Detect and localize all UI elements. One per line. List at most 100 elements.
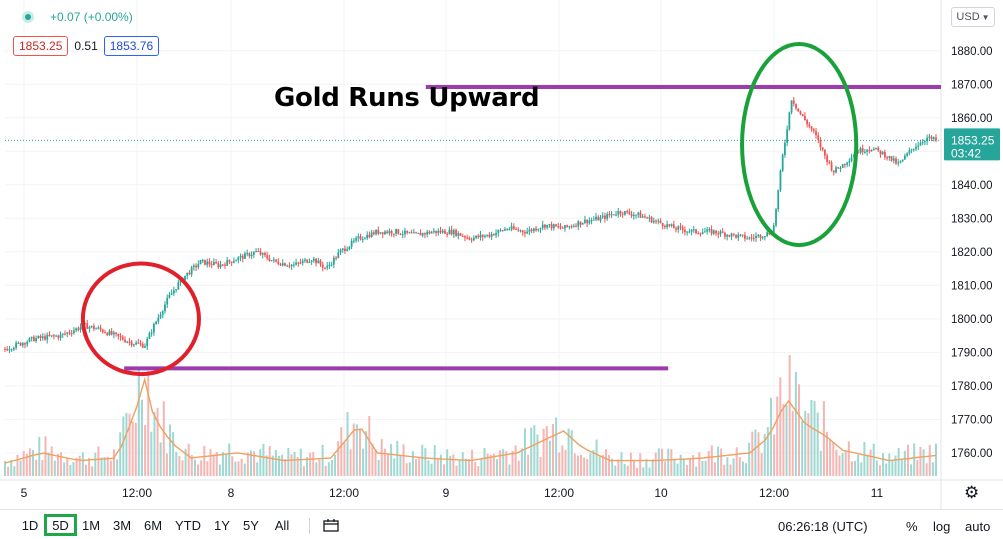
candle-body	[321, 264, 324, 268]
volume-bar	[611, 458, 614, 476]
candle-body	[230, 261, 233, 263]
range-all-button[interactable]: All	[274, 517, 290, 533]
candle-body	[195, 265, 197, 268]
candle-body	[250, 254, 253, 257]
annotation-circle-red[interactable]	[80, 261, 201, 377]
candle-body	[897, 162, 900, 164]
candle-body	[510, 226, 513, 230]
utc-clock[interactable]: 06:26:18 (UTC)	[778, 519, 868, 534]
candle-body	[488, 234, 491, 237]
candle-body	[799, 111, 802, 115]
volume-bar	[390, 444, 393, 476]
range-1m-button[interactable]: 1M	[81, 517, 101, 533]
candle-body	[806, 120, 809, 125]
volume-bar	[352, 423, 355, 476]
volume-bar	[374, 449, 377, 476]
candle-body	[859, 148, 862, 153]
volume-bar	[337, 441, 340, 476]
candle-body	[479, 234, 482, 238]
volume-bar	[443, 464, 446, 476]
volume-bar	[215, 452, 218, 476]
volume-bar	[838, 455, 841, 476]
volume-bar	[433, 445, 436, 476]
candle-body	[88, 326, 91, 329]
volume-bar	[533, 425, 536, 476]
volume-bar	[16, 454, 19, 476]
volume-bar	[203, 445, 206, 476]
range-5d-button[interactable]: 5D	[44, 514, 77, 536]
volume-bar	[794, 371, 797, 476]
volume-bar	[28, 448, 31, 476]
candle-body	[504, 229, 506, 231]
candle-body	[359, 236, 362, 240]
market-status-icon	[22, 11, 34, 23]
candle-body	[615, 214, 617, 216]
candle-body	[126, 341, 129, 343]
annotation-circle-green[interactable]	[740, 42, 859, 248]
volume-bar	[511, 450, 514, 476]
candle-body	[895, 158, 897, 164]
candle-body	[677, 226, 680, 230]
bar-countdown-label: 03:42	[951, 146, 981, 160]
volume-bar	[477, 466, 480, 476]
volume-bar	[355, 424, 358, 476]
price-chart[interactable]: 1760.00 1770.00 1780.00 1790.00 1800.00 1810.…	[0, 0, 1003, 509]
volume-bar	[181, 460, 184, 476]
candle-body	[559, 226, 562, 228]
candle-body	[572, 225, 575, 227]
volume-bar	[623, 463, 626, 476]
last-price-label: 1853.25	[951, 133, 995, 147]
candle-body	[686, 231, 689, 233]
candle-body	[675, 228, 677, 230]
ask-button[interactable]: 1853.76	[103, 36, 160, 56]
volume-bar	[841, 452, 844, 476]
candle-body	[868, 150, 871, 152]
volume-bar	[97, 446, 100, 476]
candle-body	[270, 260, 273, 262]
percent-scale-button[interactable]: %	[906, 519, 918, 534]
bid-button[interactable]: 1853.25	[13, 36, 69, 56]
gear-icon[interactable]: ⚙	[964, 483, 980, 502]
range-1y-button[interactable]: 1Y	[214, 517, 230, 533]
range-1d-button[interactable]: 1D	[21, 517, 39, 533]
candle-body	[319, 260, 322, 265]
volume-bar	[436, 459, 439, 476]
candle-body	[235, 260, 237, 262]
volume-bar	[910, 464, 913, 476]
volume-bar	[567, 428, 570, 476]
volume-bar	[312, 452, 315, 476]
volume-bar	[330, 459, 333, 476]
candle-body	[368, 234, 371, 238]
volume-bar	[237, 461, 240, 476]
candle-body	[570, 226, 573, 228]
candle-body	[186, 272, 189, 276]
x-tick-label: 8	[228, 486, 235, 500]
volume-bar	[797, 384, 800, 476]
volume-bar	[262, 443, 265, 476]
range-ytd-button[interactable]: YTD	[175, 517, 201, 533]
auto-scale-button[interactable]: auto	[965, 519, 991, 534]
candle-body	[555, 224, 557, 227]
volume-bar	[863, 442, 866, 476]
volume-bar	[78, 455, 81, 476]
range-5y-button[interactable]: 5Y	[243, 517, 259, 533]
candle-body	[115, 332, 117, 334]
volume-bar	[685, 464, 688, 476]
currency-dropdown[interactable]: USD ▼	[951, 7, 995, 27]
compare-dates-icon[interactable]	[322, 518, 340, 533]
candle-body	[908, 150, 911, 154]
candle-body	[252, 252, 255, 255]
volume-bar	[265, 455, 268, 476]
range-3m-button[interactable]: 3M	[112, 517, 132, 533]
candle-body	[130, 341, 133, 346]
range-6m-button[interactable]: 6M	[143, 517, 163, 533]
volume-bar	[405, 463, 408, 476]
log-scale-button[interactable]: log	[933, 519, 951, 534]
candle-body	[486, 234, 489, 236]
candle-body	[788, 112, 791, 130]
volume-bar	[147, 370, 150, 476]
candle-body	[32, 336, 35, 342]
candle-body	[175, 289, 177, 291]
volume-bar	[807, 413, 810, 476]
candle-body	[646, 217, 649, 219]
